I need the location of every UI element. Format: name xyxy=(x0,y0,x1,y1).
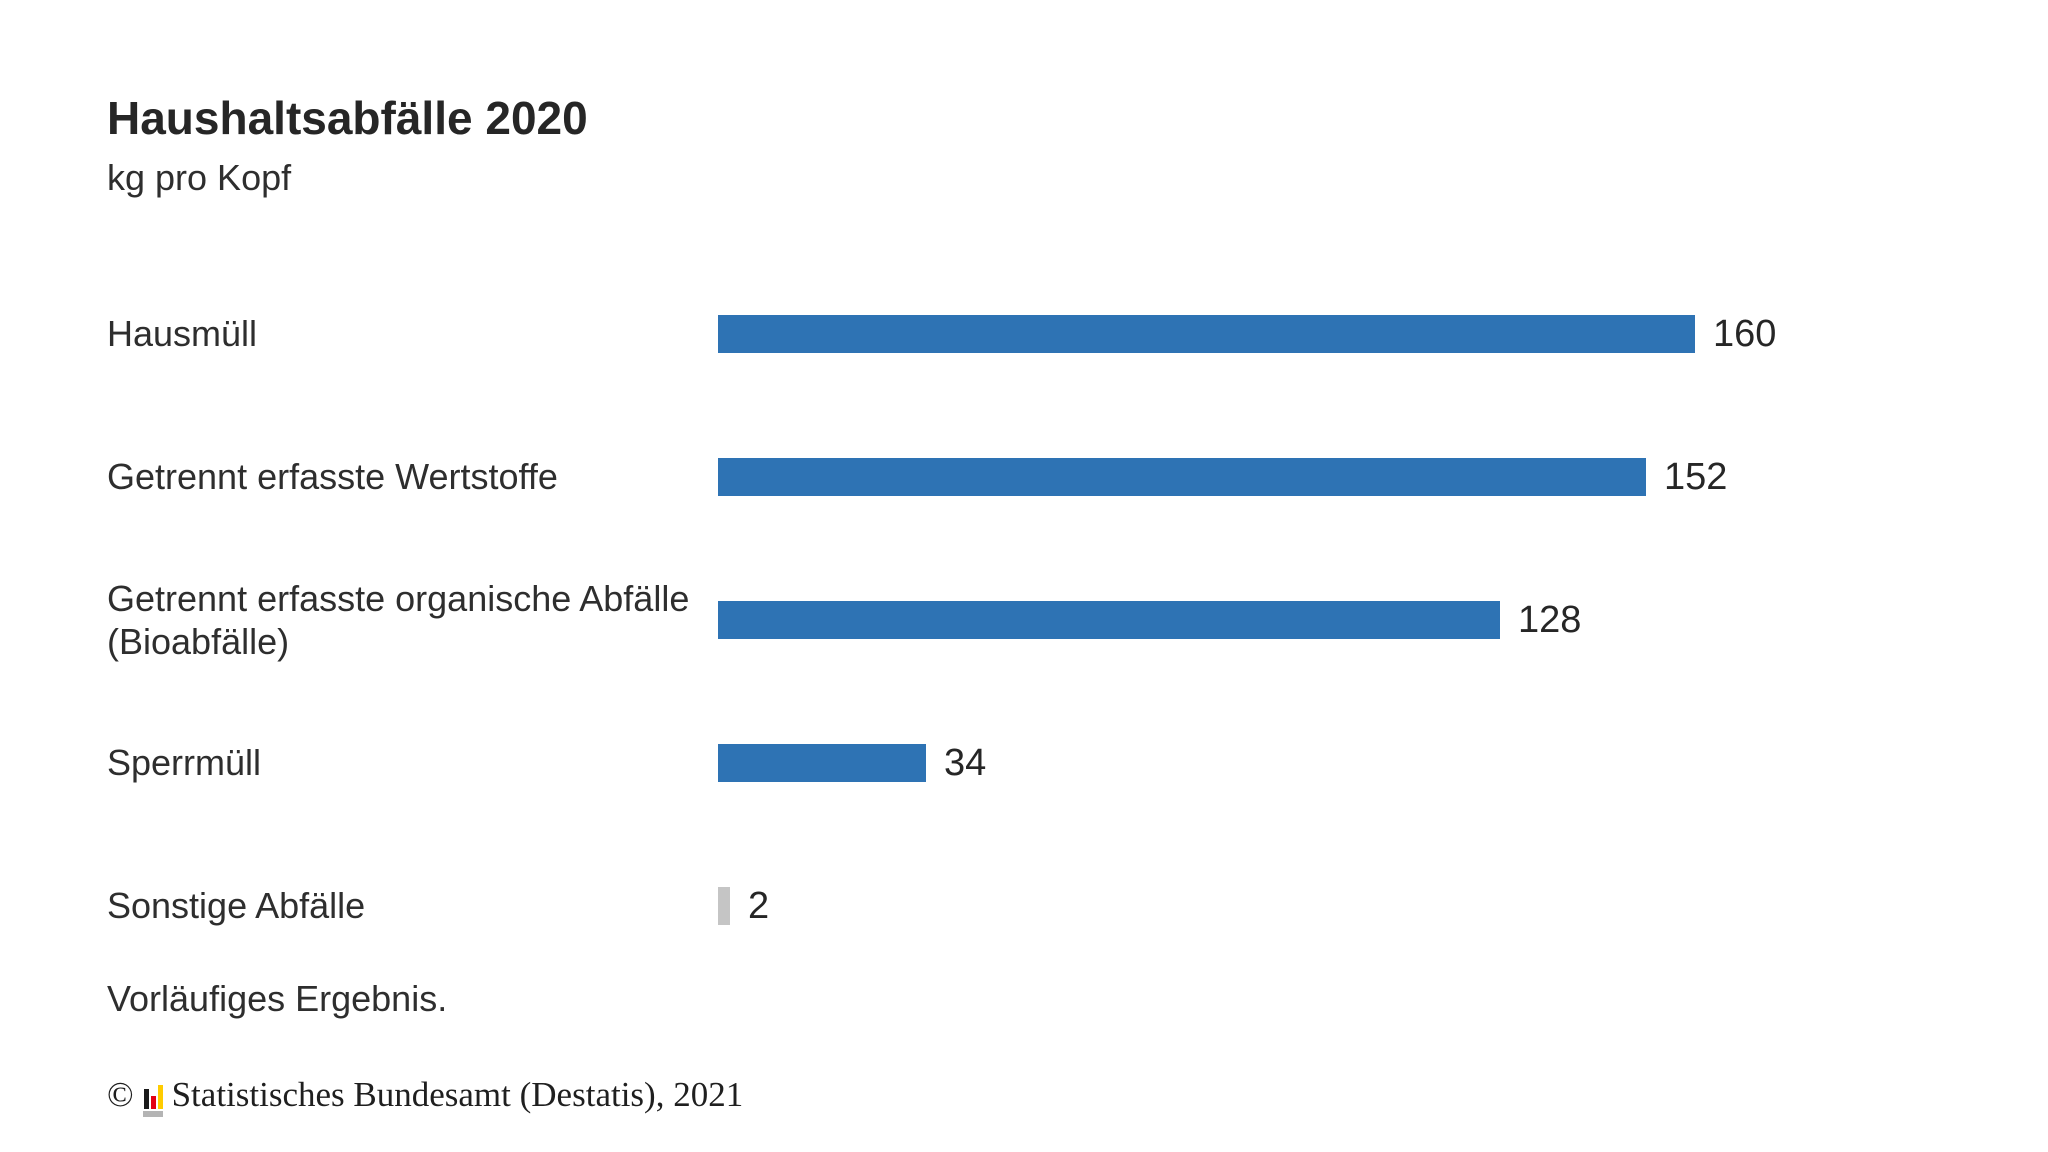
destatis-bar-chart-icon xyxy=(142,1085,163,1118)
bar-row: Sonstige Abfälle 2 xyxy=(107,884,770,927)
logo-bar-red xyxy=(150,1096,156,1109)
bar-label: Sperrmüll xyxy=(107,742,262,784)
copyright-symbol: © xyxy=(107,1075,134,1114)
chart-title: Haushaltsabfälle 2020 xyxy=(107,92,588,144)
copyright-text: Statistisches Bundesamt (Destatis), 2021 xyxy=(171,1075,744,1114)
bar xyxy=(718,601,1500,639)
bar-label: Sonstige Abfälle xyxy=(107,885,366,927)
bar-row: Getrennt erfasste organische Abfälle (Bi… xyxy=(107,578,1582,662)
logo-bar-gold xyxy=(157,1085,163,1109)
bar-row: Hausmüll 160 xyxy=(107,312,1777,355)
bar xyxy=(718,315,1695,353)
logo-bar-black xyxy=(143,1089,149,1109)
bar xyxy=(718,458,1646,496)
bar-value-label: 34 xyxy=(944,741,987,784)
bar-label: Getrennt erfasste Wertstoffe xyxy=(107,456,558,498)
bar xyxy=(718,744,926,782)
copyright-line: © Statistisches Bundesamt (Destatis), 20… xyxy=(107,1077,743,1118)
bar-label: Hausmüll xyxy=(107,313,258,355)
bar-row: Getrennt erfasste Wertstoffe 152 xyxy=(107,455,1728,498)
bar xyxy=(718,887,730,925)
bar-label: Getrennt erfasste organische Abfälle (Bi… xyxy=(107,577,690,662)
logo-baseline xyxy=(142,1111,163,1117)
bar-row: Sperrmüll 34 xyxy=(107,741,987,784)
bar-value-label: 152 xyxy=(1664,455,1728,498)
footnote: Vorläufiges Ergebnis. xyxy=(107,978,448,1019)
bar-value-label: 2 xyxy=(748,884,770,927)
bar-value-label: 160 xyxy=(1713,312,1777,355)
bar-value-label: 128 xyxy=(1518,598,1582,641)
chart-subtitle: kg pro Kopf xyxy=(107,157,292,198)
